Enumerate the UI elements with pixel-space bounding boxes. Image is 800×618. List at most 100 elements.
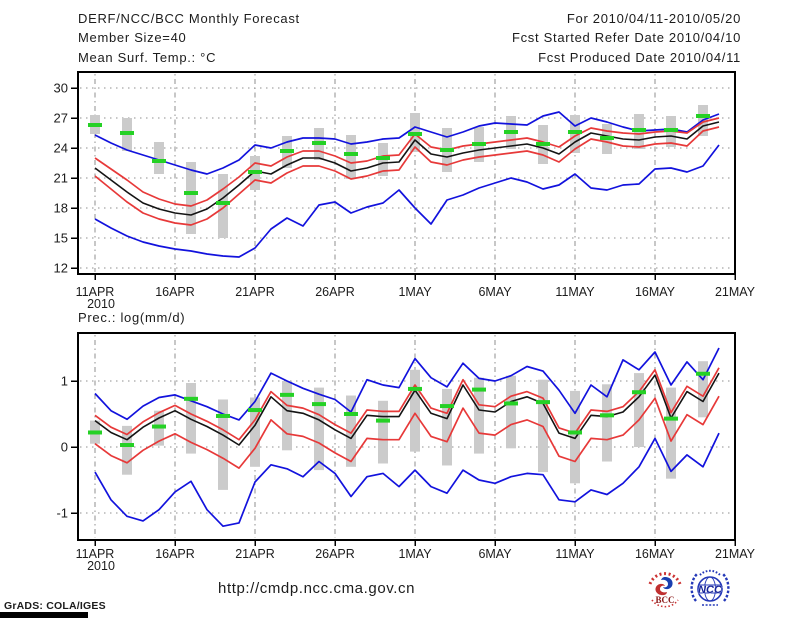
precip-chart-title: Prec.: log(mm/d)	[78, 310, 186, 325]
series-minimum-line	[94, 144, 720, 258]
bi-daily-mean-dash	[280, 149, 294, 153]
bi-daily-mean-dash	[504, 401, 518, 406]
bi-daily-mean-dash	[408, 386, 422, 391]
page-title: DERF/NCC/BCC Monthly Forecast	[78, 11, 300, 26]
range-bar	[410, 369, 420, 452]
bcc-swirl-blue	[661, 577, 673, 590]
ncc-globe-meridian	[704, 576, 716, 602]
bi-daily-mean-dash	[120, 443, 134, 448]
y-tick-label: 21	[54, 171, 68, 186]
series-ensemble-mean-line	[94, 121, 720, 216]
ncc-wreath-right	[722, 573, 730, 602]
range-bar	[634, 373, 644, 447]
range-bar	[186, 162, 196, 234]
bi-daily-mean-dash	[440, 148, 454, 152]
range-bar	[250, 397, 260, 467]
bi-daily-mean-dash	[696, 371, 710, 376]
window-border-strip	[0, 612, 88, 618]
range-bar	[186, 382, 196, 454]
range-bar	[378, 400, 388, 464]
bi-daily-mean-dash	[248, 408, 262, 413]
series-upper-spread-line	[94, 117, 720, 207]
bi-daily-mean-dash	[88, 430, 102, 435]
bi-daily-mean-dash	[472, 142, 486, 146]
bi-daily-mean-dash	[504, 130, 518, 134]
member-size-label: Member Size=40	[78, 30, 187, 45]
bcc-ring-text-bottom	[651, 599, 679, 608]
x-tick-label: 21APR	[235, 285, 275, 299]
fcst-produced-label: Fcst Produced Date 2010/04/11	[538, 50, 741, 65]
x-tick-label: 1MAY	[398, 547, 432, 561]
x-tick-label: 16MAY	[635, 547, 676, 561]
x-year-label: 2010	[87, 559, 115, 573]
y-tick-label: 0	[61, 440, 68, 455]
x-tick-label: 6MAY	[478, 285, 512, 299]
range-bar	[346, 395, 356, 467]
x-tick-label: 11APR	[76, 547, 115, 561]
bi-daily-mean-dash	[120, 131, 134, 135]
x-tick-label: 1MAY	[398, 285, 432, 299]
bi-daily-mean-dash	[440, 404, 454, 409]
bi-daily-mean-dash	[344, 152, 358, 156]
x-tick-label: 11MAY	[555, 285, 595, 299]
range-bar	[666, 387, 676, 479]
bi-daily-mean-dash	[152, 424, 166, 429]
bi-daily-mean-dash	[184, 396, 198, 401]
bi-daily-mean-dash	[568, 130, 582, 134]
series-ensemble-mean-line	[94, 372, 720, 446]
series-upper-spread-line	[94, 367, 720, 441]
series-lower-spread-line	[94, 395, 720, 469]
bi-daily-mean-dash	[248, 170, 262, 174]
y-tick-label: -1	[56, 506, 68, 521]
x-tick-label: 21APR	[235, 547, 275, 561]
bi-daily-mean-dash	[664, 128, 678, 132]
range-bar	[602, 384, 612, 462]
x-tick-label: 6MAY	[478, 547, 512, 561]
bi-daily-mean-dash	[280, 392, 294, 397]
ncc-top-text-arc	[699, 569, 721, 576]
source-url: http://cmdp.ncc.cma.gov.cn	[218, 580, 416, 597]
range-bar	[154, 142, 164, 174]
range-bar	[474, 377, 484, 454]
x-tick-label: 11APR	[76, 285, 115, 299]
y-tick-label: 1	[61, 374, 68, 389]
range-bar	[698, 361, 708, 418]
bi-daily-mean-dash	[696, 114, 710, 118]
range-bar	[314, 387, 324, 471]
series-maximum-line	[94, 347, 720, 421]
range-bar	[506, 375, 516, 449]
x-tick-label: 11MAY	[555, 547, 595, 561]
range-bar	[442, 388, 452, 466]
series-minimum-line	[94, 432, 720, 528]
bi-daily-mean-dash	[312, 402, 326, 407]
temp-chart-title: Mean Surf. Temp.: °C	[78, 50, 217, 65]
bi-daily-mean-dash	[312, 141, 326, 145]
bi-daily-mean-dash	[536, 400, 550, 405]
y-tick-label: 18	[54, 201, 68, 216]
bi-daily-mean-dash	[184, 191, 198, 195]
x-tick-label: 16APR	[155, 285, 195, 299]
fcst-started-label: Fcst Started Refer Date 2010/04/10	[511, 30, 741, 45]
range-bar	[218, 174, 228, 238]
x-tick-label: 26APR	[315, 285, 355, 299]
range-bar	[122, 425, 132, 475]
bi-daily-mean-dash	[376, 156, 390, 160]
range-bar	[346, 135, 356, 179]
y-tick-label: 27	[54, 111, 68, 126]
bcc-logo: BCC	[648, 572, 682, 608]
x-tick-label: 16MAY	[635, 285, 676, 299]
bi-daily-mean-dash	[568, 430, 582, 435]
bi-daily-mean-dash	[152, 159, 166, 163]
x-year-label: 2010	[87, 297, 115, 311]
ncc-wreath-left	[690, 573, 698, 602]
y-tick-label: 24	[54, 141, 68, 156]
chart-frame	[77, 332, 736, 541]
y-tick-label: 12	[54, 261, 68, 276]
bi-daily-mean-dash	[664, 416, 678, 421]
bi-daily-mean-dash	[344, 412, 358, 416]
range-bar	[218, 399, 228, 490]
y-tick-label: 15	[54, 231, 68, 246]
chart-frame	[77, 71, 736, 275]
